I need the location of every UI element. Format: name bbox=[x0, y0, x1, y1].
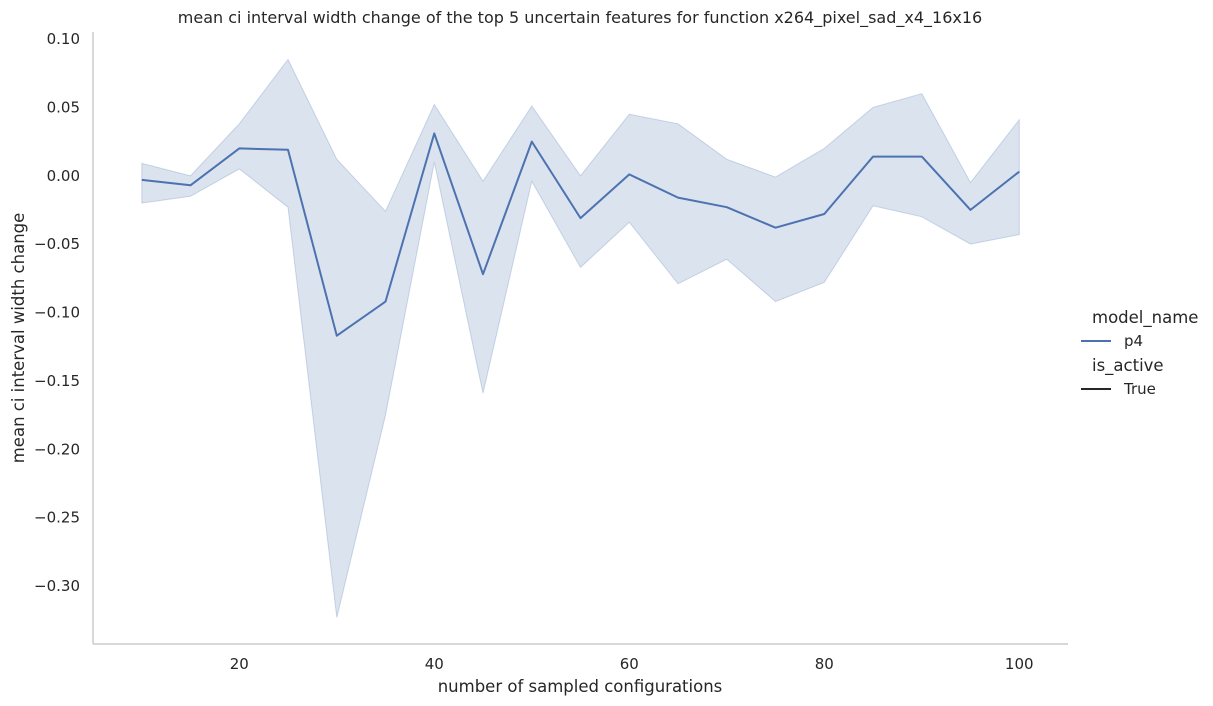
x-axis-ticks: 20 40 60 80 100 bbox=[230, 655, 1034, 673]
y-tick-label: 0.05 bbox=[47, 98, 80, 116]
x-axis-label: number of sampled configurations bbox=[438, 677, 723, 696]
x-tick-label: 40 bbox=[425, 655, 444, 673]
y-tick-label: 0.00 bbox=[47, 167, 80, 185]
y-tick-label: −0.30 bbox=[34, 577, 80, 595]
x-tick-label: 100 bbox=[1005, 655, 1034, 673]
legend-title-model-name: model_name bbox=[1092, 308, 1198, 328]
confidence-band-p4 bbox=[141, 58, 1020, 618]
y-tick-label: −0.05 bbox=[34, 235, 80, 253]
series-line-layer bbox=[141, 132, 1020, 337]
y-axis-label: mean ci interval width change bbox=[9, 213, 28, 464]
y-tick-label: −0.10 bbox=[34, 304, 80, 322]
legend-title-is-active: is_active bbox=[1092, 356, 1164, 376]
y-tick-label: −0.15 bbox=[34, 372, 80, 390]
plot-area bbox=[141, 58, 1020, 618]
confidence-band-layer bbox=[141, 58, 1020, 618]
x-tick-label: 60 bbox=[620, 655, 639, 673]
y-axis-ticks: 0.10 0.05 0.00 −0.05 −0.10 −0.15 −0.20 −0.25 −0.… bbox=[34, 30, 80, 595]
series-line-p4 bbox=[141, 132, 1020, 337]
legend-entry-p4: p4 bbox=[1124, 332, 1143, 350]
y-tick-label: 0.10 bbox=[47, 30, 80, 48]
y-tick-label: −0.25 bbox=[34, 509, 80, 527]
y-tick-label: −0.20 bbox=[34, 440, 80, 458]
legend: model_name p4 is_active True bbox=[1081, 308, 1198, 398]
chart-title: mean ci interval width change of the top… bbox=[178, 8, 982, 28]
x-tick-label: 20 bbox=[230, 655, 249, 673]
legend-entry-true: True bbox=[1123, 380, 1156, 398]
x-tick-label: 80 bbox=[815, 655, 834, 673]
